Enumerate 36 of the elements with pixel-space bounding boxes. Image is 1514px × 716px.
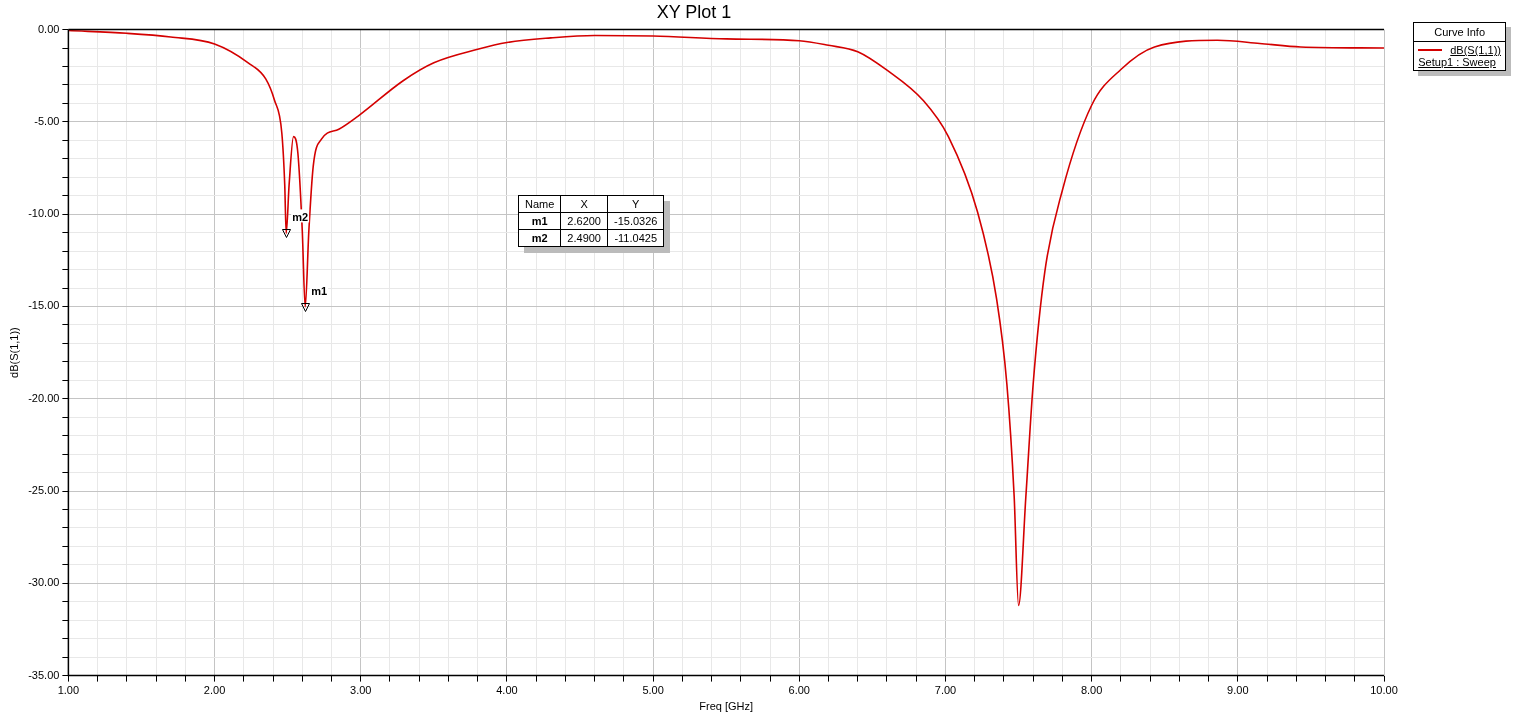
x-tick-label: 6.00 <box>788 684 810 697</box>
annotation: m2 <box>518 229 561 247</box>
y-tick-label: 0.00 <box>37 22 60 35</box>
chart-title: XY Plot 1 <box>656 1 732 22</box>
text: Setup1 : Sweep <box>1417 56 1497 68</box>
y-tick-label: -35.00 <box>28 668 60 681</box>
x-tick-label: 9.00 <box>1227 684 1249 697</box>
y-tick-label: -30.00 <box>28 576 60 589</box>
x-tick-label: 3.00 <box>350 684 372 697</box>
y-tick-label: -20.00 <box>28 391 60 404</box>
x-tick-label: 10.00 <box>1370 684 1398 697</box>
legend-label: dB(S(1,1)) <box>1450 44 1501 56</box>
annotation: m2 <box>292 210 309 223</box>
annotation: 2.4900 <box>560 229 608 247</box>
x-tick-label: 4.00 <box>496 684 518 697</box>
legend-title: Curve Info <box>1414 23 1505 42</box>
x-tick-label: 7.00 <box>934 684 957 697</box>
annotation: 2.6200 <box>560 212 608 230</box>
annotation: Name <box>518 195 561 213</box>
y-tick-label: -10.00 <box>28 207 60 220</box>
annotation: -11.0425 <box>607 229 664 247</box>
y-tick-label: -15.00 <box>28 299 60 312</box>
annotation: m1 <box>311 284 328 297</box>
y-tick-label: -5.00 <box>34 114 60 127</box>
annotation: m1 <box>518 212 561 230</box>
x-axis-title: Freq [GHz] <box>699 700 754 713</box>
x-tick-label: 2.00 <box>203 684 226 697</box>
x-tick-label: 1.00 <box>57 684 80 697</box>
annotation: -15.0326 <box>607 212 664 230</box>
y-axis-title: dB(S(1,1)) <box>7 327 20 378</box>
line-series <box>68 29 1384 607</box>
y-tick-label: -25.00 <box>28 484 60 497</box>
annotation: X <box>560 195 608 213</box>
x-tick-label: 5.00 <box>642 684 664 697</box>
x-tick-label: 8.00 <box>1080 684 1103 697</box>
annotation: Y <box>607 195 664 213</box>
